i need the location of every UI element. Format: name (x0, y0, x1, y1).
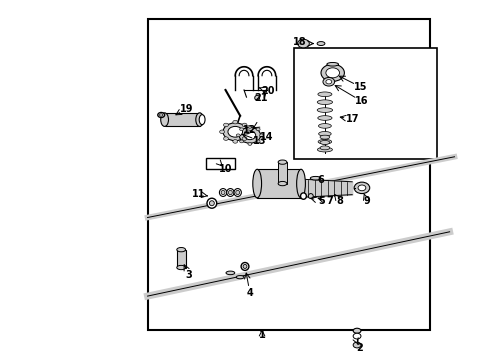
Ellipse shape (296, 169, 305, 198)
Circle shape (256, 140, 260, 143)
Circle shape (233, 140, 238, 143)
Ellipse shape (327, 63, 339, 66)
Ellipse shape (220, 189, 227, 197)
Text: 16: 16 (355, 96, 368, 107)
Bar (206, 158, 235, 169)
Ellipse shape (159, 114, 163, 116)
Ellipse shape (241, 262, 249, 270)
Circle shape (242, 123, 247, 127)
Ellipse shape (207, 198, 217, 208)
Ellipse shape (177, 265, 186, 270)
Ellipse shape (320, 146, 330, 150)
Ellipse shape (158, 112, 165, 117)
Ellipse shape (320, 140, 330, 144)
Text: 3: 3 (186, 270, 193, 280)
Text: 17: 17 (345, 114, 359, 124)
Ellipse shape (255, 95, 260, 100)
Circle shape (236, 134, 240, 137)
Text: 14: 14 (260, 132, 274, 142)
Ellipse shape (177, 248, 186, 252)
Ellipse shape (234, 189, 242, 197)
Circle shape (239, 127, 261, 143)
Circle shape (246, 130, 251, 134)
Ellipse shape (318, 92, 332, 96)
Bar (257, 169, 301, 198)
Circle shape (248, 143, 252, 145)
Circle shape (326, 68, 340, 78)
Ellipse shape (243, 265, 247, 269)
Ellipse shape (318, 147, 332, 152)
Ellipse shape (236, 190, 240, 195)
Ellipse shape (196, 113, 203, 126)
Text: 15: 15 (354, 82, 368, 92)
Ellipse shape (320, 135, 330, 139)
Ellipse shape (278, 181, 287, 186)
Text: 1: 1 (259, 330, 266, 341)
Circle shape (323, 77, 335, 86)
Ellipse shape (199, 114, 205, 125)
Bar (177, 249, 186, 267)
Circle shape (353, 333, 361, 339)
Text: 12: 12 (243, 125, 257, 135)
Text: 20: 20 (261, 86, 275, 96)
Ellipse shape (317, 100, 333, 104)
Circle shape (321, 64, 344, 81)
Ellipse shape (317, 41, 325, 45)
Text: 5: 5 (318, 197, 325, 206)
Circle shape (244, 131, 256, 140)
Text: 8: 8 (337, 197, 343, 206)
Circle shape (354, 182, 370, 194)
Circle shape (326, 80, 332, 84)
Circle shape (260, 134, 264, 137)
Ellipse shape (278, 160, 287, 164)
Circle shape (240, 140, 244, 143)
Ellipse shape (318, 116, 332, 120)
Circle shape (223, 123, 247, 141)
Text: 19: 19 (180, 104, 193, 113)
Circle shape (223, 123, 228, 127)
Circle shape (358, 185, 366, 191)
Ellipse shape (209, 201, 214, 206)
Circle shape (228, 126, 243, 137)
Ellipse shape (236, 275, 244, 279)
Circle shape (248, 125, 252, 128)
Ellipse shape (300, 193, 306, 199)
Ellipse shape (317, 108, 333, 112)
Ellipse shape (227, 189, 234, 197)
Circle shape (256, 128, 260, 131)
Bar (294, 48, 438, 158)
Ellipse shape (353, 328, 361, 333)
Circle shape (233, 120, 238, 124)
Circle shape (220, 130, 224, 134)
Circle shape (353, 342, 361, 348)
Text: 18: 18 (293, 37, 306, 48)
Text: 11: 11 (192, 189, 205, 199)
Circle shape (297, 39, 309, 48)
Ellipse shape (318, 139, 332, 144)
Ellipse shape (310, 176, 321, 180)
Ellipse shape (308, 194, 313, 199)
Ellipse shape (228, 190, 232, 195)
Text: 6: 6 (317, 175, 324, 185)
Text: 10: 10 (219, 164, 232, 174)
Text: 4: 4 (246, 288, 253, 297)
Ellipse shape (226, 271, 235, 275)
Text: 13: 13 (253, 136, 267, 146)
Bar (147, 19, 430, 330)
Bar (165, 113, 200, 126)
Ellipse shape (221, 190, 225, 195)
Ellipse shape (161, 113, 169, 126)
Ellipse shape (318, 123, 331, 128)
Bar (278, 162, 287, 184)
Circle shape (223, 137, 228, 140)
Text: 21: 21 (254, 93, 268, 103)
Text: 9: 9 (364, 197, 370, 206)
Text: 7: 7 (326, 197, 333, 206)
Ellipse shape (318, 131, 331, 136)
Text: 2: 2 (356, 343, 363, 353)
Ellipse shape (253, 169, 262, 198)
Circle shape (242, 137, 247, 140)
Circle shape (240, 128, 244, 131)
